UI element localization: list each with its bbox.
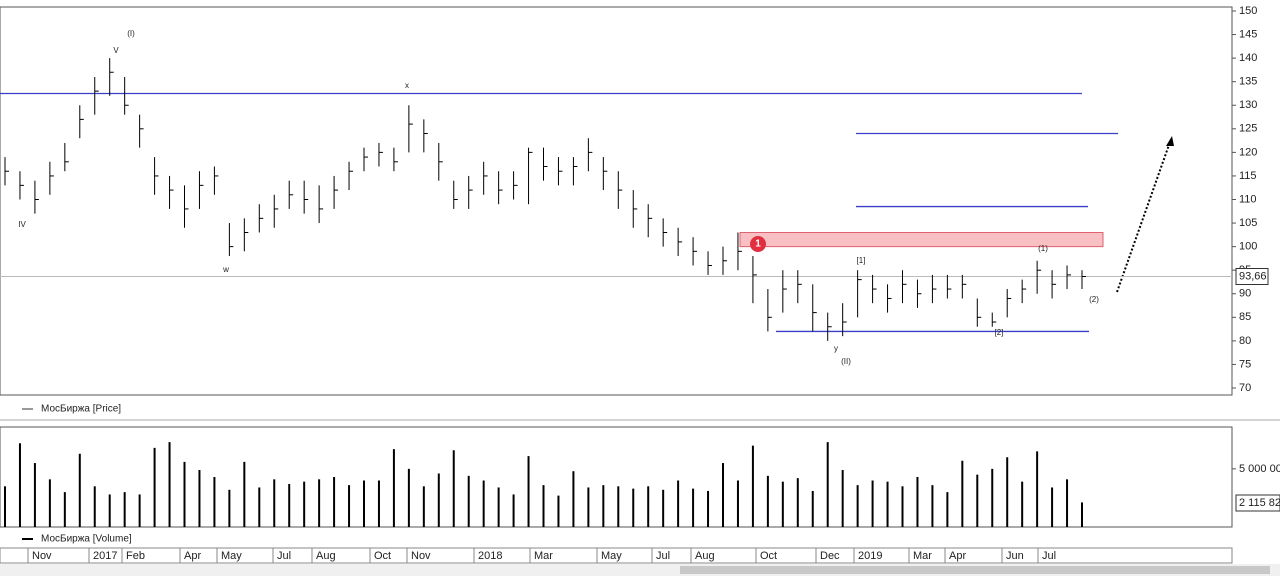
last-price-box — [1235, 268, 1269, 286]
y-tick-label: 145 — [1239, 28, 1257, 40]
time-label: Aug — [695, 550, 715, 562]
marker — [750, 236, 766, 252]
legend: МосБиржа [Volume] — [41, 534, 132, 545]
y-tick-label: 75 — [1239, 358, 1251, 370]
price-panel — [0, 6, 1233, 396]
scroll-thumb[interactable] — [680, 566, 1270, 574]
wave-label: (1) — [1038, 244, 1048, 253]
time-label: May — [221, 550, 242, 562]
volume-panel — [0, 426, 1233, 528]
y-tick-label: 5 000 00 — [1239, 463, 1280, 475]
last-volume-label: 2 115 82 — [1239, 497, 1280, 509]
time-label: Nov — [411, 550, 431, 562]
legend: МосБиржа [Price] — [41, 404, 121, 415]
y-tick-label: 80 — [1239, 335, 1251, 347]
time-label: Oct — [760, 550, 777, 562]
y-tick-label: 140 — [1239, 52, 1257, 64]
time-label: 2017 — [93, 550, 117, 562]
y-tick-label: 130 — [1239, 99, 1257, 111]
time-label: Apr — [949, 550, 966, 562]
forecast-arrow — [1116, 141, 1171, 293]
time-label: 2019 — [858, 550, 882, 562]
y-tick-label: 150 — [1239, 5, 1257, 17]
last-volume-box — [1235, 494, 1280, 512]
y-tick-label: 120 — [1239, 146, 1257, 158]
wave-label: y — [834, 344, 838, 353]
y-tick-label: 85 — [1239, 311, 1251, 323]
wave-label: w — [222, 265, 229, 274]
time-label: Feb — [126, 550, 145, 562]
wave-label: (II) — [841, 357, 851, 366]
last-price-label: 93,66 — [1239, 270, 1267, 282]
y-tick-label: 105 — [1239, 217, 1257, 229]
time-label: Oct — [374, 550, 391, 562]
time-label: Jun — [1006, 550, 1024, 562]
y-tick-label: 70 — [1239, 382, 1251, 394]
zone — [739, 231, 1104, 248]
time-axis — [0, 547, 1233, 564]
time-label: Nov — [32, 550, 52, 562]
y-tick-label: 110 — [1239, 193, 1257, 205]
time-label: Mar — [534, 550, 553, 562]
arrow-head — [1166, 136, 1174, 146]
wave-label: [2] — [995, 328, 1004, 337]
time-label: Jul — [656, 550, 670, 562]
time-label: Jul — [1042, 550, 1056, 562]
wave-label: [1] — [857, 256, 866, 265]
wave-label: x — [405, 81, 409, 90]
wave-label: V — [113, 46, 119, 55]
wave-label: (I) — [127, 29, 135, 38]
y-tick-label: 135 — [1239, 76, 1257, 88]
y-tick-label: 90 — [1239, 288, 1251, 300]
marker-label: 1 — [755, 239, 761, 250]
time-label: Mar — [913, 550, 932, 562]
time-label: Aug — [316, 550, 336, 562]
wave-label: (2) — [1089, 295, 1099, 304]
time-label: Dec — [820, 550, 840, 562]
time-label: Apr — [184, 550, 201, 562]
y-tick-label: 100 — [1239, 241, 1257, 253]
y-tick-label: 115 — [1239, 170, 1257, 182]
time-label: May — [601, 550, 622, 562]
wave-label: IV — [18, 220, 26, 229]
time-label: Jul — [277, 550, 291, 562]
time-label: 2018 — [478, 550, 502, 562]
y-tick-label: 125 — [1239, 123, 1257, 135]
